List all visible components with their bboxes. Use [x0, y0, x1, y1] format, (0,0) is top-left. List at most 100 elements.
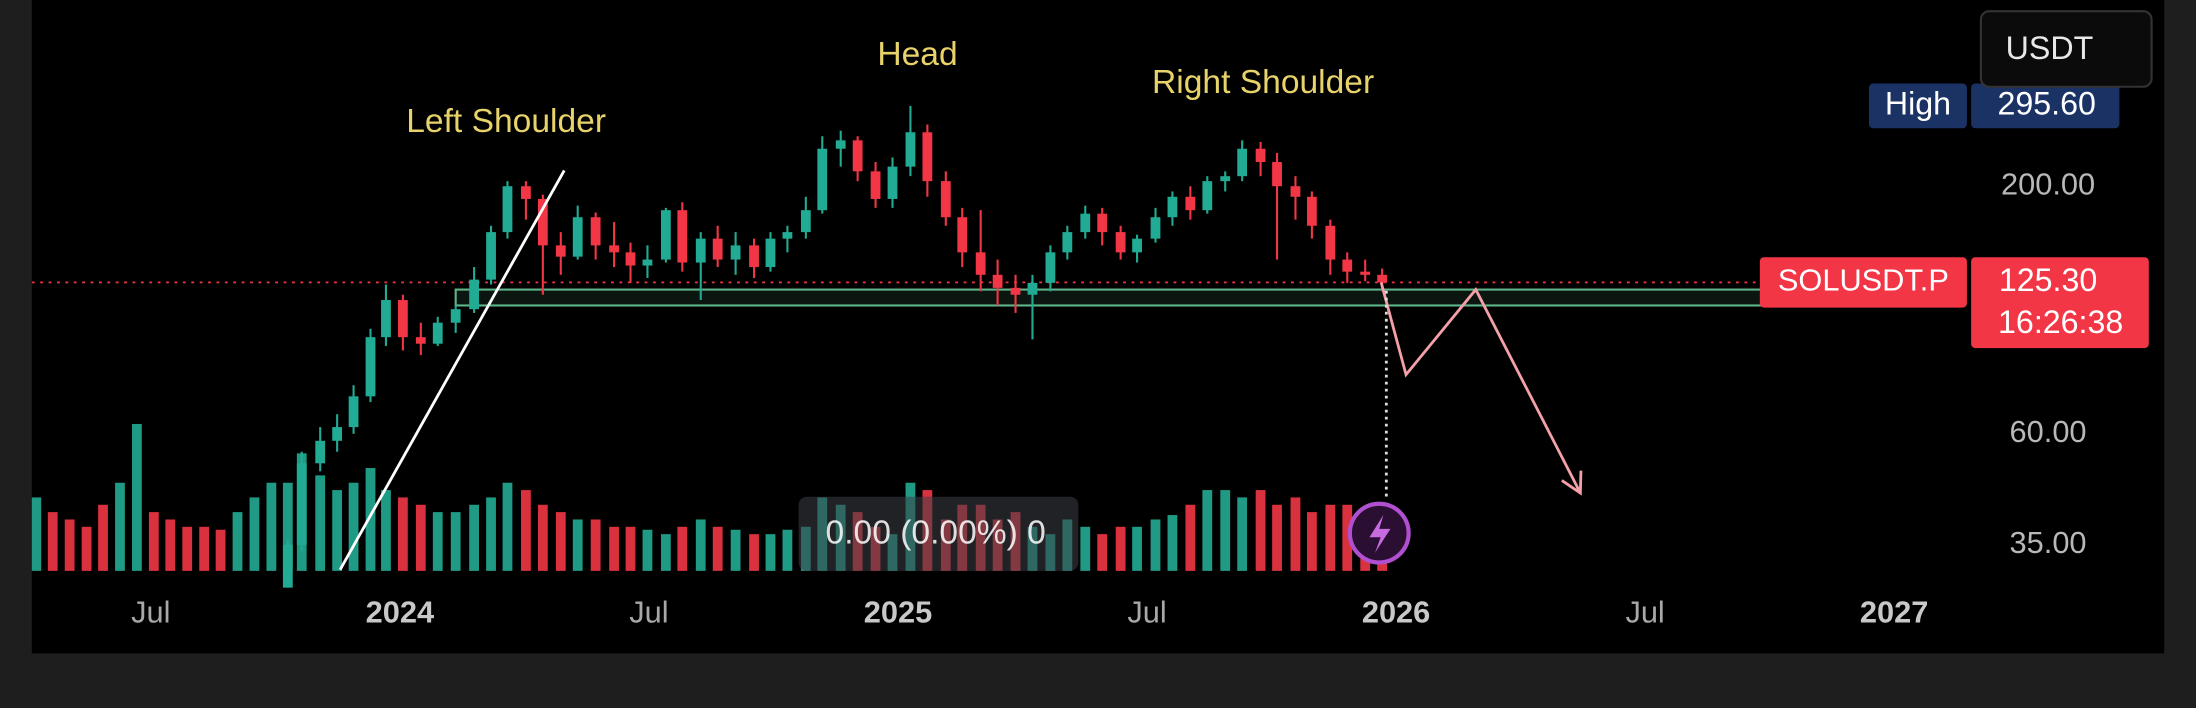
- high-value-box: [1971, 83, 2120, 129]
- candle-body: [469, 279, 480, 310]
- candle-body: [1272, 161, 1282, 187]
- volume-bar: [397, 497, 408, 571]
- trendline: [338, 169, 566, 571]
- candle-body: [835, 140, 846, 149]
- candle-body: [625, 252, 636, 266]
- candle-body: [1027, 282, 1038, 295]
- candle-body: [590, 217, 601, 246]
- candle-body: [887, 166, 898, 199]
- candle-body: [817, 148, 828, 211]
- candle-body: [922, 132, 933, 182]
- candle-body: [555, 245, 566, 257]
- candle-body: [1290, 186, 1301, 197]
- candle-body: [450, 309, 461, 323]
- candle-body: [1150, 217, 1161, 239]
- volume-bar: [1167, 515, 1178, 571]
- volume-bar: [730, 529, 741, 571]
- volume-bar: [432, 512, 443, 571]
- volume-bar: [182, 526, 193, 571]
- volume-bar: [381, 490, 391, 571]
- candle-body: [1325, 225, 1336, 260]
- candle-body: [572, 217, 583, 257]
- volume-bar: [98, 504, 108, 571]
- candle-body: [695, 238, 706, 263]
- volume-bar: [712, 526, 723, 571]
- volume-bar: [1306, 512, 1317, 571]
- y-tick-label: 35.00: [2010, 525, 2087, 560]
- candle-body: [1132, 238, 1142, 253]
- volume-bar: [1115, 526, 1126, 571]
- volume-bar: [199, 526, 210, 571]
- volume-bar: [215, 529, 226, 571]
- candle-body: [1306, 196, 1317, 226]
- annotation: Right Shoulder: [1152, 64, 1374, 101]
- candle-body: [397, 300, 408, 338]
- candle-body: [1167, 196, 1178, 218]
- candle-body: [1237, 148, 1248, 177]
- currency-label[interactable]: USDT: [2006, 30, 2094, 66]
- volume-bar: [1150, 519, 1161, 571]
- candle-body: [852, 140, 863, 172]
- annotation: Left Shoulder: [406, 103, 606, 140]
- volume-bar: [537, 504, 548, 571]
- arrow-head: [1561, 470, 1583, 496]
- volume-bar: [695, 519, 706, 571]
- volume-bar: [1202, 490, 1213, 571]
- volume-bar: [609, 526, 619, 571]
- candle-body: [1097, 213, 1108, 233]
- volume-bar: [749, 534, 759, 571]
- candle-body: [521, 186, 531, 199]
- volume-bar: [115, 482, 125, 571]
- x-tick-label: 2025: [864, 594, 932, 629]
- alert-bolt: [1369, 514, 1391, 553]
- price-value: 125.30: [1999, 262, 2097, 298]
- x-tick-label: 2024: [366, 594, 434, 629]
- candle-body: [1185, 196, 1196, 211]
- volume-bar: [1080, 526, 1091, 571]
- neckline-zone: [454, 288, 1763, 307]
- volume-bar: [315, 475, 326, 571]
- volume-bar: [1237, 497, 1248, 571]
- candle-body: [348, 396, 359, 428]
- candle-body: [1115, 232, 1126, 253]
- candle-body: [609, 245, 619, 253]
- volume-bar: [590, 519, 601, 571]
- candle-body: [1080, 213, 1091, 233]
- volume-bar: [64, 519, 75, 571]
- candle-body: [730, 245, 741, 260]
- volume-bar: [1272, 504, 1282, 571]
- volume-bar: [1255, 490, 1266, 571]
- volume-bar: [450, 512, 461, 571]
- y-tick-label: 200.00: [2001, 166, 2095, 201]
- volume-bar: [148, 512, 159, 571]
- legend-box: [798, 496, 1079, 571]
- currency-button[interactable]: [1979, 10, 2153, 88]
- candle-body: [1360, 271, 1371, 275]
- volume-bar: [625, 526, 636, 571]
- volume-bar: [365, 468, 376, 571]
- high-value: 295.60: [1997, 85, 2095, 121]
- volume-bar: [1290, 497, 1301, 571]
- candle-body: [957, 217, 968, 253]
- volume-bar: [47, 512, 58, 571]
- high-badge: [1868, 83, 1967, 129]
- candle-body: [1045, 252, 1056, 283]
- high-label: High: [1885, 85, 1951, 121]
- candle-body: [1377, 274, 1388, 283]
- candle-body: [870, 171, 881, 199]
- volume-bar: [415, 504, 426, 571]
- candle-body: [992, 274, 1003, 288]
- candle-body: [537, 198, 548, 246]
- candle-body: [975, 252, 986, 275]
- candle-body: [1342, 259, 1353, 272]
- volume-bar: [282, 482, 293, 571]
- x-tick-label: Jul: [1625, 594, 1664, 629]
- volume-bar: [1325, 504, 1336, 571]
- candle-body: [296, 463, 307, 545]
- volume-bar: [469, 504, 480, 571]
- volume-bar: [81, 526, 92, 571]
- volume-bar: [677, 526, 688, 571]
- candle-body: [332, 427, 343, 441]
